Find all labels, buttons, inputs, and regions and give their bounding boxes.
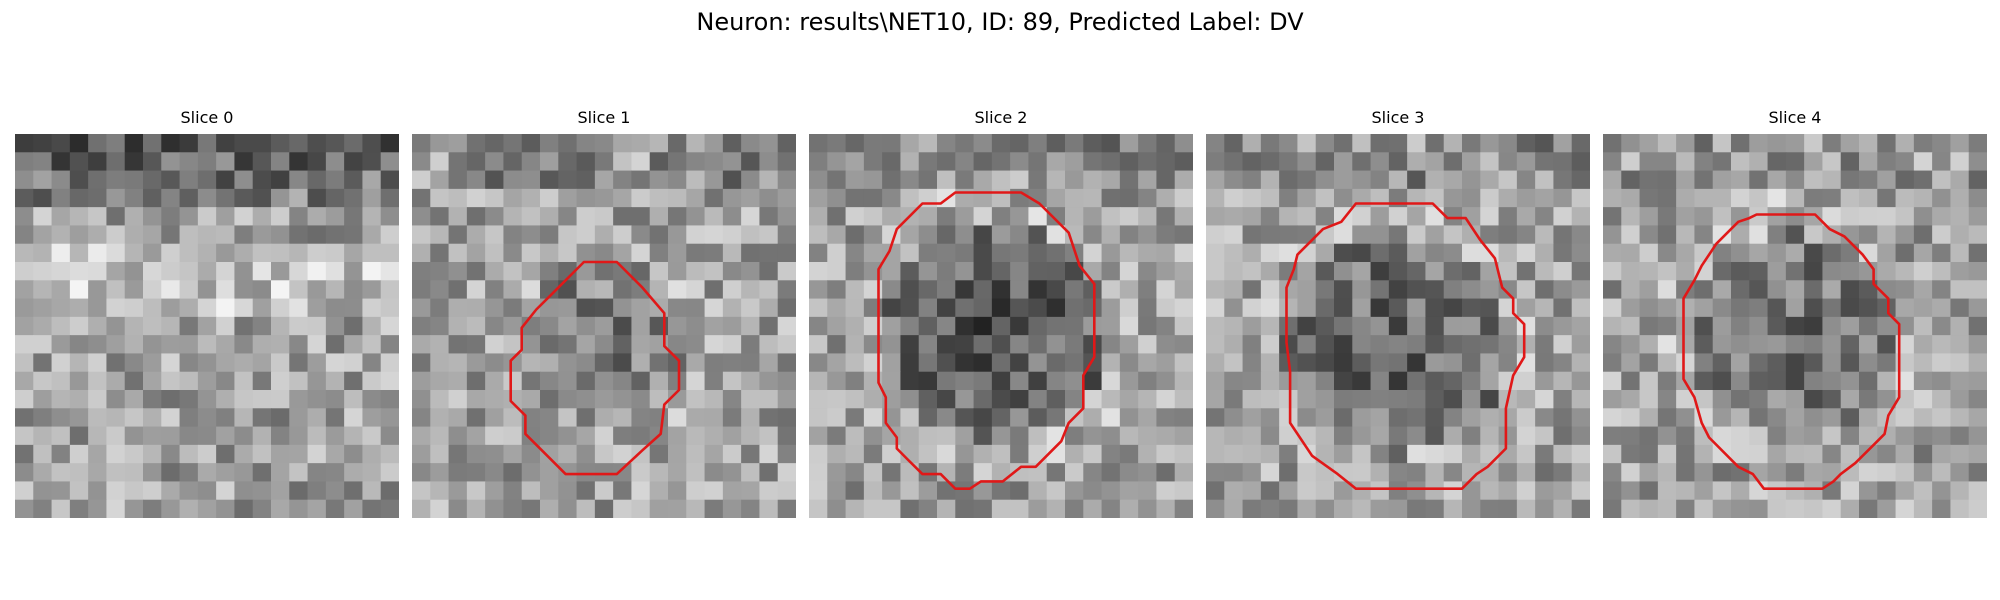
- slice-panel-1: Slice 1: [412, 108, 796, 518]
- slice-title: Slice 2: [974, 108, 1028, 127]
- slice-panel-0: Slice 0: [15, 108, 399, 518]
- slice-image: [809, 134, 1193, 518]
- pixel-grid: [412, 134, 796, 518]
- pixel-grid: [809, 134, 1193, 518]
- slice-image: [15, 134, 399, 518]
- slice-2-svg: [809, 134, 1193, 518]
- pixel-grid: [15, 134, 399, 518]
- slice-title: Slice 4: [1768, 108, 1822, 127]
- slice-1-svg: [412, 134, 796, 518]
- roi-contour: [509, 260, 681, 476]
- slice-4-svg: [1603, 134, 1987, 518]
- slice-image: [412, 134, 796, 518]
- roi-contour: [1285, 202, 1526, 491]
- slice-title: Slice 3: [1371, 108, 1425, 127]
- slice-3-svg: [1206, 134, 1590, 518]
- roi-contour: [877, 191, 1096, 491]
- pixel-grid: [1206, 134, 1590, 518]
- slice-0-svg: [15, 134, 399, 518]
- slice-panel-4: Slice 4: [1603, 108, 1987, 518]
- slice-title: Slice 0: [180, 108, 234, 127]
- slice-title: Slice 1: [577, 108, 631, 127]
- slice-image: [1603, 134, 1987, 518]
- slice-panel-2: Slice 2: [809, 108, 1193, 518]
- roi-contour: [1682, 213, 1901, 491]
- pixel-grid: [1603, 134, 1987, 518]
- figure-title: Neuron: results\NET10, ID: 89, Predicted…: [696, 8, 1304, 36]
- slice-panel-3: Slice 3: [1206, 108, 1590, 518]
- slice-image: [1206, 134, 1590, 518]
